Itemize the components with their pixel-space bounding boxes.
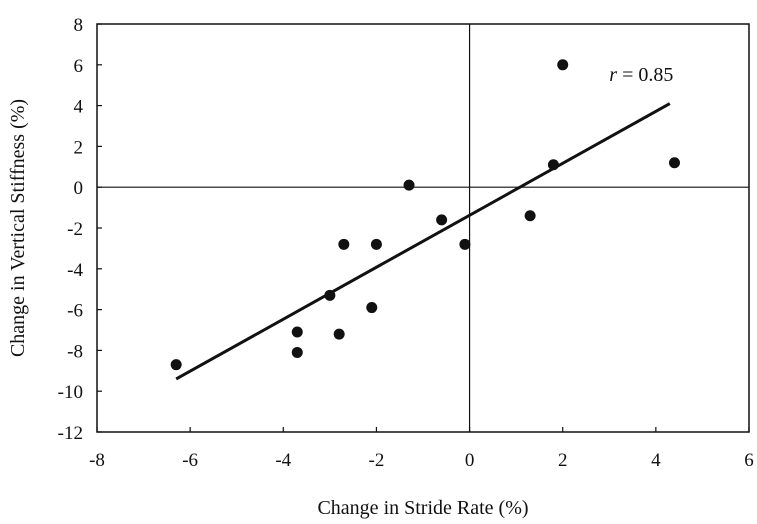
data-point bbox=[291, 346, 303, 358]
data-point bbox=[291, 326, 303, 338]
data-points bbox=[170, 59, 680, 371]
y-axis-ticks: 8 6 4 2 0 -2 -4 -6 -8 -10 -12 bbox=[58, 15, 102, 444]
data-point bbox=[459, 238, 471, 250]
y-tick-label: 4 bbox=[74, 97, 84, 118]
data-point bbox=[436, 214, 448, 226]
data-point bbox=[333, 328, 345, 340]
data-point bbox=[370, 238, 382, 250]
regression-line bbox=[175, 102, 671, 381]
x-axis-ticks: -8 -6 -4 -2 0 2 4 6 bbox=[89, 427, 754, 471]
x-tick-label: -4 bbox=[275, 450, 291, 471]
trend-line-group bbox=[175, 102, 671, 381]
x-tick-label: -6 bbox=[182, 450, 198, 471]
data-point bbox=[324, 289, 336, 301]
y-tick-label: -2 bbox=[67, 219, 83, 240]
data-point bbox=[524, 210, 536, 222]
data-point bbox=[668, 157, 680, 169]
y-tick-label: 6 bbox=[74, 56, 84, 77]
data-point bbox=[366, 302, 378, 314]
x-tick-label: 0 bbox=[465, 450, 475, 471]
data-point bbox=[403, 179, 415, 191]
y-tick-label: -12 bbox=[58, 423, 83, 444]
zero-lines bbox=[97, 24, 749, 432]
y-tick-label: 0 bbox=[74, 178, 84, 199]
x-tick-label: 6 bbox=[744, 450, 754, 471]
data-point bbox=[557, 59, 569, 71]
y-tick-label: -8 bbox=[67, 341, 83, 362]
y-tick-label: -10 bbox=[58, 382, 83, 403]
correlation-value: = 0.85 bbox=[617, 64, 673, 86]
y-tick-label: 8 bbox=[74, 15, 84, 36]
x-tick-label: 4 bbox=[651, 450, 661, 471]
y-axis-title: Change in Vertical Stiffness (%) bbox=[7, 99, 29, 357]
y-tick-label: -6 bbox=[67, 301, 83, 322]
x-axis-title: Change in Stride Rate (%) bbox=[317, 497, 528, 519]
data-point bbox=[170, 359, 182, 371]
data-point bbox=[547, 159, 559, 171]
correlation-annotation: r = 0.85 bbox=[609, 64, 673, 86]
correlation-symbol: r bbox=[609, 64, 617, 86]
data-point bbox=[338, 238, 350, 250]
y-tick-label: 2 bbox=[74, 137, 84, 158]
x-tick-label: -2 bbox=[369, 450, 385, 471]
x-tick-label: -8 bbox=[89, 450, 105, 471]
y-tick-label: -4 bbox=[67, 260, 83, 281]
x-tick-label: 2 bbox=[558, 450, 568, 471]
